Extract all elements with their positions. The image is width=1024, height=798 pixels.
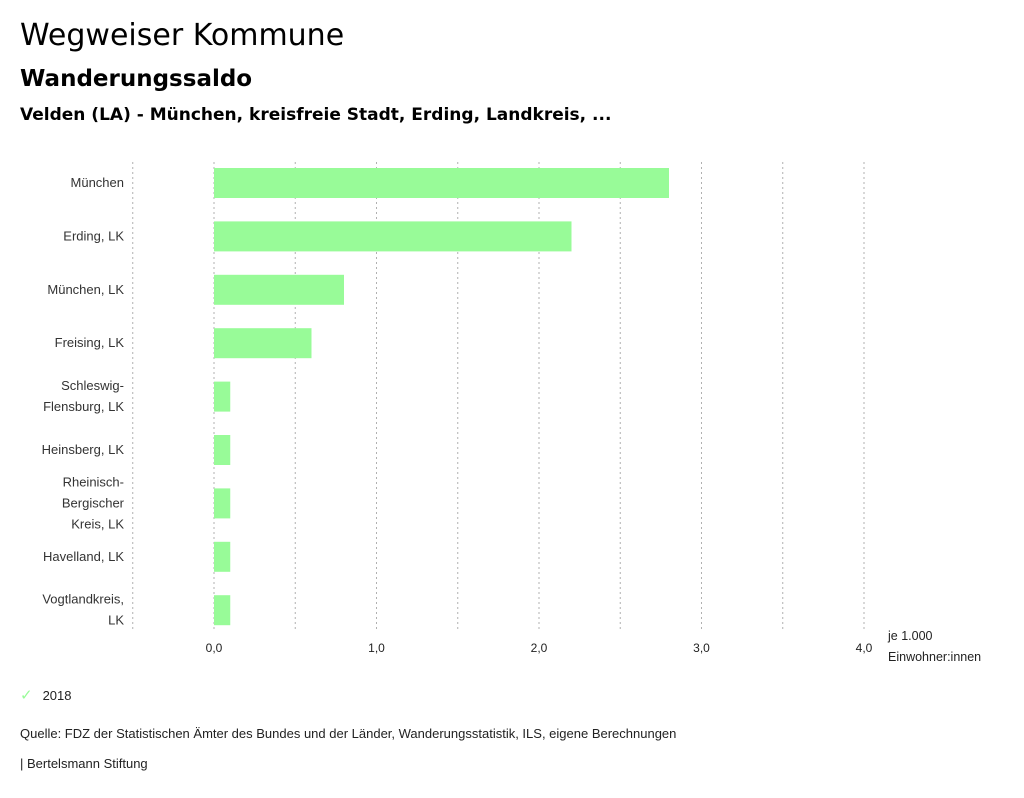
region-selection: Velden (LA) - München, kreisfreie Stadt,… xyxy=(20,105,612,125)
chart-subtitle: Wanderungssaldo xyxy=(20,66,253,92)
bar[interactable] xyxy=(214,381,231,412)
category-label: München, LK xyxy=(47,282,124,297)
credit-note: | Bertelsmann Stiftung xyxy=(20,756,148,771)
unit-label-line: je 1.000 xyxy=(887,629,933,643)
category-label: Havelland, LK xyxy=(43,549,124,564)
bar[interactable] xyxy=(214,541,231,572)
category-label: Flensburg, LK xyxy=(43,399,124,414)
bar[interactable] xyxy=(214,274,344,305)
category-label: Rheinisch- xyxy=(63,474,124,489)
unit-label-line: Einwohner:innen xyxy=(888,650,981,664)
x-tick-label: 3,0 xyxy=(693,641,710,655)
bar[interactable] xyxy=(214,168,669,198)
bar-chart: München Erding, LK München, LK Freising, LK… xyxy=(42,162,981,664)
x-tick-label: 0,0 xyxy=(206,641,223,655)
legend-label: 2018 xyxy=(42,687,72,703)
legend[interactable]: ✓ 2018 xyxy=(20,686,72,704)
x-tick-labels: 0,0 1,0 2,0 3,0 4,0 xyxy=(206,641,873,655)
check-icon: ✓ xyxy=(20,687,33,704)
x-tick-label: 2,0 xyxy=(531,641,548,655)
bar[interactable] xyxy=(214,328,312,359)
category-labels: München Erding, LK München, LK Freising, LK… xyxy=(42,175,125,628)
category-label: Bergischer xyxy=(62,495,125,510)
bar[interactable] xyxy=(214,221,572,252)
bar[interactable] xyxy=(214,488,231,519)
page-title: Wegweiser Kommune xyxy=(20,18,345,53)
source-note: Quelle: FDZ der Statistischen Ämter des … xyxy=(20,726,677,741)
bar[interactable] xyxy=(214,435,231,465)
x-tick-label: 4,0 xyxy=(856,641,873,655)
category-label: LK xyxy=(108,613,124,628)
category-label: Vogtlandkreis, xyxy=(42,592,124,607)
x-tick-label: 1,0 xyxy=(368,641,385,655)
bar[interactable] xyxy=(214,595,231,626)
category-label: Kreis, LK xyxy=(71,516,124,531)
category-label: München xyxy=(71,175,124,190)
bars xyxy=(214,168,669,626)
category-label: Heinsberg, LK xyxy=(42,442,125,457)
category-label: Freising, LK xyxy=(55,335,125,350)
x-unit-label: je 1.000 Einwohner:innen xyxy=(887,629,981,664)
category-label: Schleswig- xyxy=(61,378,124,393)
category-label: Erding, LK xyxy=(63,228,124,243)
